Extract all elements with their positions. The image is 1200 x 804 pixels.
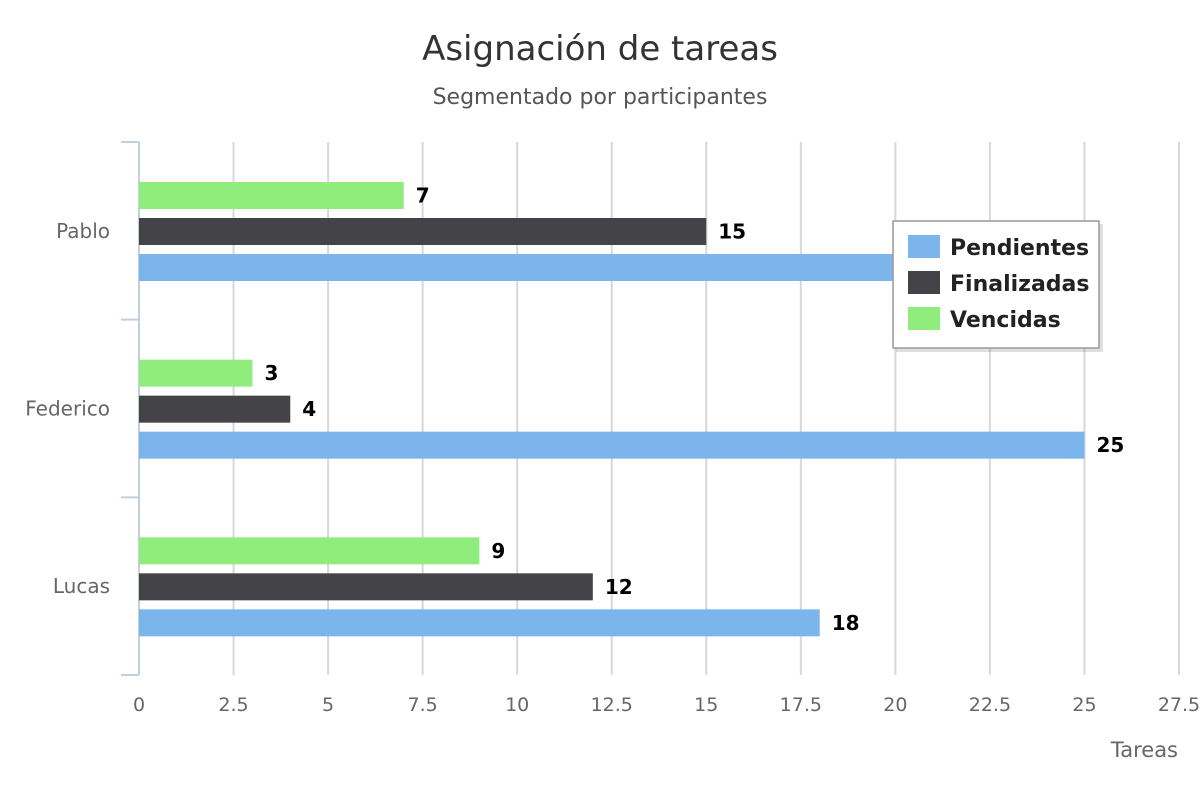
- legend-item-pendientes[interactable]: Pendientes: [908, 235, 1089, 261]
- bar-vencidas-federico[interactable]: [139, 359, 253, 387]
- data-label: 7: [416, 184, 430, 208]
- x-tick-label: 22.5: [969, 694, 1011, 716]
- category-labels: Pablo Federico Lucas: [25, 219, 110, 598]
- x-tick-label: 27.5: [1158, 694, 1200, 716]
- data-label: 9: [491, 539, 505, 563]
- chart-subtitle: Segmentado por participantes: [433, 85, 768, 110]
- x-tick-label: 20: [883, 694, 907, 716]
- bar-vencidas-pablo[interactable]: [139, 182, 404, 209]
- data-label: 12: [605, 575, 633, 599]
- chart-title: Asignación de tareas: [422, 29, 778, 69]
- category-label-pablo: Pablo: [56, 219, 110, 243]
- x-tick-label: 12.5: [591, 694, 633, 716]
- legend[interactable]: Pendientes Finalizadas Vencidas: [892, 220, 1103, 352]
- legend-item-finalizadas[interactable]: Finalizadas: [908, 271, 1090, 297]
- x-tick-label: 7.5: [408, 694, 438, 716]
- legend-swatch: [908, 307, 940, 330]
- legend-swatch: [908, 235, 940, 258]
- data-label: 15: [718, 220, 746, 244]
- legend-items: Pendientes Finalizadas Vencidas: [908, 235, 1090, 333]
- bar-finalizadas-federico[interactable]: [139, 395, 291, 423]
- data-label: 25: [1096, 433, 1124, 457]
- x-tick-label: 25: [1072, 694, 1096, 716]
- legend-item-vencidas[interactable]: Vencidas: [908, 307, 1061, 333]
- x-tick-label: 15: [694, 694, 718, 716]
- x-tick-label: 5: [322, 694, 334, 716]
- bar-pendientes-pablo[interactable]: [139, 254, 896, 281]
- x-tick-label: 17.5: [780, 694, 822, 716]
- bar-pendientes-lucas[interactable]: [139, 609, 820, 637]
- x-tick-label: 10: [505, 694, 529, 716]
- x-axis-ticks: 0 2.5 5 7.5 10 12.5 15 17.5 20 22.5 25 27.5: [133, 694, 1200, 716]
- data-label: 4: [302, 397, 316, 421]
- bar-finalizadas-pablo[interactable]: [139, 218, 707, 245]
- category-label-federico: Federico: [25, 397, 110, 421]
- bars: [139, 182, 1085, 637]
- x-axis-title: Tareas: [1110, 738, 1178, 762]
- bar-vencidas-lucas[interactable]: [139, 537, 480, 565]
- legend-label: Pendientes: [950, 236, 1089, 261]
- y-axis: [121, 141, 140, 676]
- x-tick-label: 2.5: [218, 694, 248, 716]
- bar-finalizadas-lucas[interactable]: [139, 573, 593, 601]
- legend-label: Finalizadas: [950, 272, 1090, 297]
- legend-swatch: [908, 271, 940, 294]
- legend-label: Vencidas: [950, 308, 1061, 333]
- category-label-lucas: Lucas: [53, 574, 110, 598]
- data-label: 3: [264, 361, 278, 385]
- data-label: 18: [832, 611, 860, 635]
- bar-pendientes-federico[interactable]: [139, 431, 1085, 459]
- x-tick-label: 0: [133, 694, 145, 716]
